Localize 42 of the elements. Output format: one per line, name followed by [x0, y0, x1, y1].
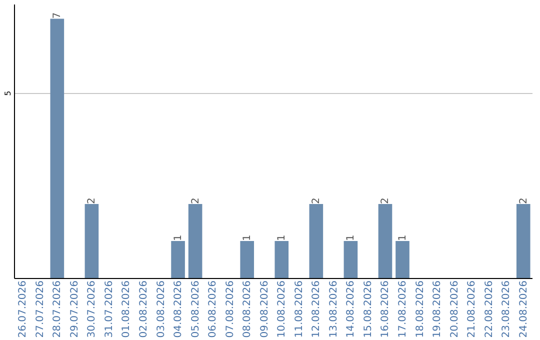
data-label: 7 [52, 12, 64, 19]
x-tick-label: 04.08.2026 [173, 280, 184, 338]
x-tick-label: 22.08.2026 [484, 280, 495, 338]
data-label: 2 [518, 198, 530, 204]
data-label: 2 [311, 198, 322, 204]
x-tick-label: 21.08.2026 [466, 280, 478, 338]
y-tick-label: 5 [4, 90, 12, 96]
x-tick-label: 26.07.2026 [18, 280, 29, 338]
data-label: 2 [380, 198, 392, 204]
x-tick-label: 19.08.2026 [432, 280, 444, 338]
x-tick-label: 20.08.2026 [449, 280, 460, 338]
x-tick-label: 31.07.2026 [104, 280, 115, 338]
x-tick-label: 05.08.2026 [190, 280, 202, 338]
x-tick-label: 01.08.2026 [121, 280, 132, 338]
x-tick-label: 06.08.2026 [208, 280, 219, 338]
x-tick-label: 11.08.2026 [294, 280, 305, 338]
data-label: 1 [276, 234, 288, 241]
x-tick-label: 02.08.2026 [138, 280, 150, 338]
x-tick-label: 07.08.2026 [224, 280, 236, 338]
x-tick-label: 24.08.2026 [518, 280, 530, 338]
x-tick-label: 03.08.2026 [156, 280, 167, 338]
data-label: 1 [398, 234, 408, 241]
x-tick-label: 28.07.2026 [52, 280, 64, 338]
data-label: 1 [242, 234, 254, 241]
x-tick-label: 23.08.2026 [501, 280, 512, 338]
data-label: 2 [86, 198, 98, 204]
x-tick-label: 12.08.2026 [311, 280, 322, 338]
x-tick-label: 09.08.2026 [259, 280, 270, 338]
x-tick-label: 10.08.2026 [276, 280, 288, 338]
x-tick-label: 27.07.2026 [34, 280, 46, 338]
data-label: 1 [346, 234, 357, 241]
x-tick-label: 14.08.2026 [346, 280, 357, 338]
x-tick-label: 13.08.2026 [328, 280, 340, 338]
data-label: 2 [190, 198, 202, 204]
x-tick-label: 17.08.2026 [398, 280, 408, 338]
x-tick-label: 08.08.2026 [242, 280, 254, 338]
x-tick-label: 15.08.2026 [362, 280, 374, 338]
x-tick-label: 18.08.2026 [414, 280, 426, 338]
x-tick-label: 29.07.2026 [69, 280, 80, 338]
x-tick-label: 16.08.2026 [380, 280, 392, 338]
x-tick-label: 30.07.2026 [86, 280, 98, 338]
data-label: 1 [173, 234, 184, 241]
